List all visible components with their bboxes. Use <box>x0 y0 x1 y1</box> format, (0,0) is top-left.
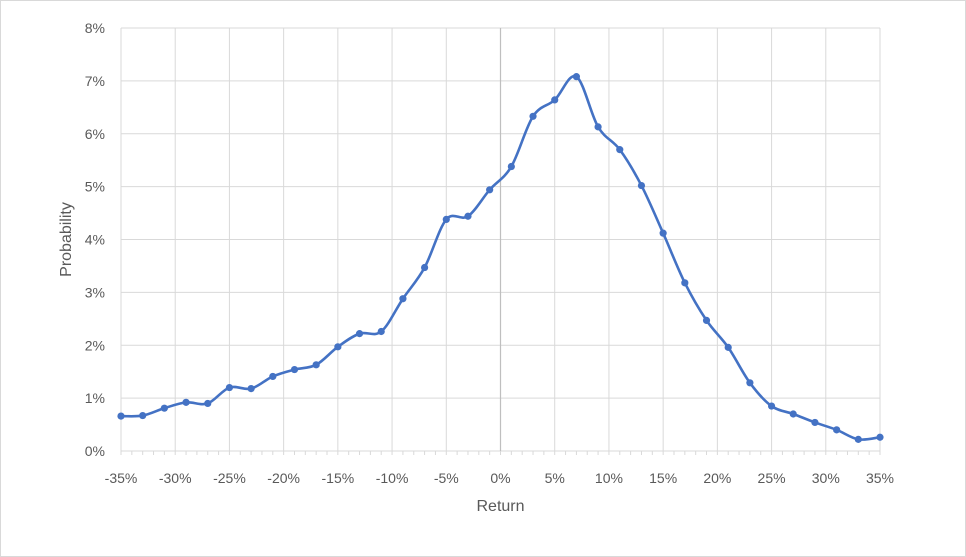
data-point <box>659 229 667 237</box>
data-point <box>334 343 342 351</box>
data-point <box>247 385 255 393</box>
data-point <box>854 435 862 443</box>
y-tick-label: 7% <box>85 73 105 89</box>
data-point <box>399 295 407 303</box>
y-tick-label: 8% <box>85 20 105 36</box>
x-tick-label: 30% <box>812 470 840 486</box>
data-point <box>616 146 624 154</box>
x-tick-label: 15% <box>649 470 677 486</box>
x-axis-minor-ticks <box>120 451 881 455</box>
data-point <box>204 399 212 408</box>
data-point <box>767 402 776 410</box>
data-point <box>355 330 364 338</box>
x-axis-tick-labels: -35% -30% -25% -20% -15% -10% -5% 0% 5% 10% 15% 20%… <box>105 470 894 486</box>
x-tick-label: 10% <box>595 470 623 486</box>
x-tick-label: -35% <box>105 470 138 486</box>
data-point <box>637 181 646 190</box>
y-axis-tick-labels: 0% 1% 2% 3% 4% 5% 6% 7% 8% <box>85 20 105 459</box>
data-point <box>702 316 711 324</box>
data-point <box>724 343 732 351</box>
data-point <box>486 186 494 194</box>
data-point <box>225 383 234 392</box>
x-tick-label: 5% <box>545 470 565 486</box>
y-axis-title: Probability <box>58 202 75 277</box>
data-point <box>551 96 559 104</box>
data-point <box>442 215 450 224</box>
y-tick-label: 3% <box>85 284 105 300</box>
x-axis-title: Return <box>476 498 524 515</box>
series-group <box>117 73 884 443</box>
data-point <box>811 418 819 427</box>
data-point <box>464 212 472 220</box>
y-tick-label: 4% <box>85 232 105 248</box>
y-tick-label: 1% <box>85 390 105 406</box>
data-point <box>312 361 320 369</box>
x-tick-label: -20% <box>267 470 300 486</box>
x-tick-label: -15% <box>322 470 355 486</box>
x-tick-label: 25% <box>758 470 786 486</box>
data-point <box>139 411 147 420</box>
x-tick-label: 35% <box>866 470 894 486</box>
data-point <box>117 412 125 420</box>
data-point <box>421 263 429 272</box>
x-tick-label: -5% <box>434 470 459 486</box>
y-tick-label: 6% <box>85 126 105 142</box>
x-tick-label: -30% <box>159 470 192 486</box>
data-point <box>269 372 277 381</box>
x-tick-label: 0% <box>490 470 510 486</box>
x-tick-label: -25% <box>213 470 246 486</box>
data-point <box>377 327 385 336</box>
data-point <box>507 162 515 171</box>
data-point <box>833 426 841 434</box>
data-point <box>681 279 689 287</box>
data-point <box>182 398 190 406</box>
y-tick-label: 0% <box>85 443 105 459</box>
y-tick-label: 5% <box>85 179 105 195</box>
data-point <box>594 123 602 131</box>
data-point <box>290 365 299 374</box>
data-point <box>789 410 797 418</box>
data-point <box>529 112 537 120</box>
x-tick-label: -10% <box>376 470 409 486</box>
data-point <box>876 433 884 441</box>
data-point <box>746 379 754 387</box>
y-tick-label: 2% <box>85 337 105 353</box>
x-tick-label: 20% <box>703 470 731 486</box>
data-point <box>160 404 168 412</box>
data-point <box>572 73 581 81</box>
